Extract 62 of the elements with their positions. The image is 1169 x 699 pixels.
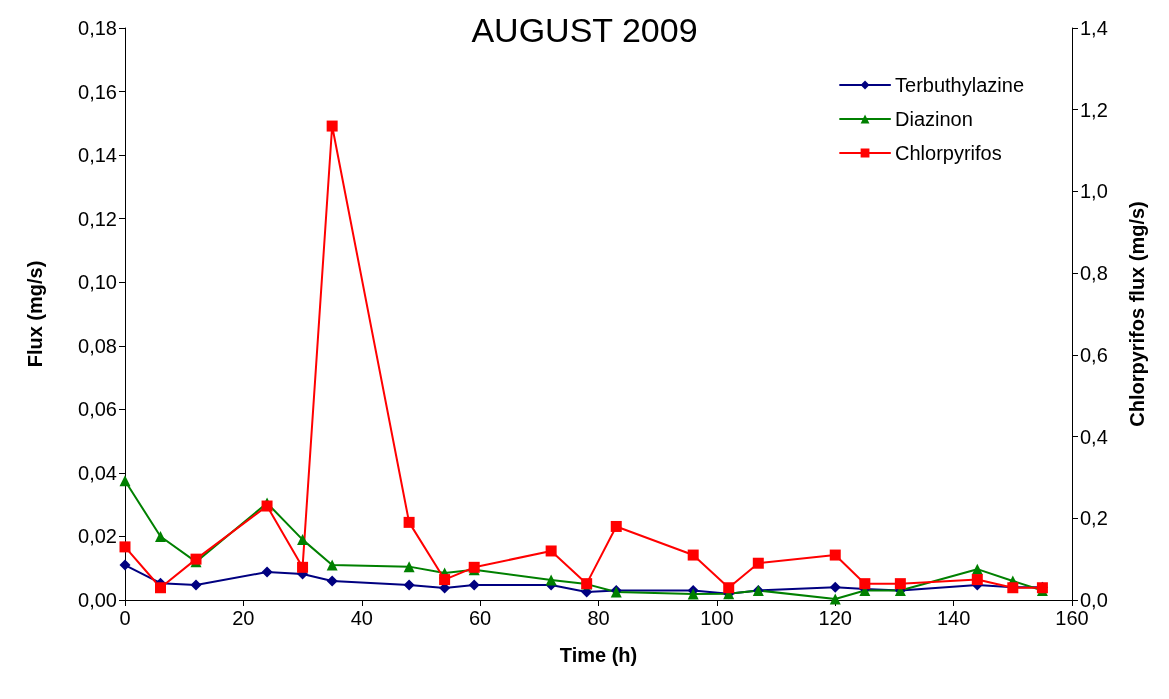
point <box>190 579 202 591</box>
y2-tick-label: 1,2 <box>1080 98 1108 121</box>
point <box>326 575 338 587</box>
y-tick-label: 0,04 <box>78 461 117 484</box>
point <box>610 520 622 532</box>
point <box>723 582 735 594</box>
point <box>971 563 983 575</box>
chart-title: AUGUST 2009 <box>471 11 698 49</box>
point <box>155 530 167 542</box>
y-axis-title: Flux (mg/s) <box>24 260 46 368</box>
point <box>687 549 699 561</box>
y2-tick-label: 0,4 <box>1080 425 1108 448</box>
point <box>261 566 273 578</box>
y-tick-label: 0,08 <box>78 334 117 357</box>
point <box>403 561 415 573</box>
y2-tick-label: 1,0 <box>1080 180 1108 203</box>
point <box>326 120 338 132</box>
legend-label: Chlorpyrifos <box>895 142 1002 164</box>
point <box>545 574 557 586</box>
y2-tick-label: 1,4 <box>1080 17 1108 39</box>
point <box>403 579 415 591</box>
y-tick-label: 0,16 <box>78 80 117 103</box>
y2-tick-label: 0,8 <box>1080 262 1108 285</box>
x-axis-title: Time (h) <box>559 644 638 666</box>
legend-label: Terbuthylazine <box>895 74 1024 96</box>
point <box>326 559 338 571</box>
y2-tick-label: 0,2 <box>1080 507 1108 530</box>
y2-tick-label: 0,6 <box>1080 343 1108 366</box>
point <box>297 561 309 573</box>
y2-axis-title: Chlorpyrifos flux (mg/s) <box>1126 201 1148 427</box>
x-tick-label: 140 <box>936 607 971 629</box>
point <box>155 582 167 594</box>
y-tick-label: 0,06 <box>78 398 117 421</box>
x-tick-label: 20 <box>232 607 255 629</box>
x-tick-label: 120 <box>818 607 852 629</box>
point <box>545 545 557 557</box>
x-tick-label: 80 <box>587 607 610 629</box>
y-tick-label: 0,18 <box>78 17 117 39</box>
y-tick-label: 0,12 <box>78 207 117 230</box>
x-tick-label: 0 <box>119 607 131 629</box>
point <box>752 557 764 569</box>
point <box>859 578 871 590</box>
point <box>829 549 841 561</box>
x-tick-label: 60 <box>469 607 492 629</box>
y-tick-label: 0,00 <box>78 589 117 611</box>
point <box>119 541 131 553</box>
point <box>468 579 480 591</box>
point <box>119 475 131 487</box>
point <box>971 574 983 586</box>
y-tick-label: 0,14 <box>78 144 117 167</box>
x-tick-label: 40 <box>350 607 373 629</box>
y-tick-label: 0,02 <box>78 525 117 548</box>
point <box>829 593 841 605</box>
x-tick-label: 100 <box>700 607 734 629</box>
point <box>829 581 841 593</box>
point <box>403 516 415 528</box>
point <box>894 578 906 590</box>
point <box>439 574 451 586</box>
y-tick-label: 0,10 <box>78 271 117 294</box>
legend-label: Diazinon <box>895 108 973 130</box>
point <box>119 559 131 571</box>
point <box>687 588 699 600</box>
